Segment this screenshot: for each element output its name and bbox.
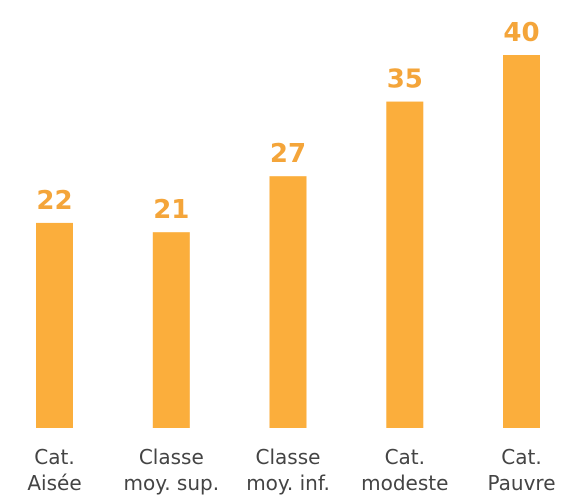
value-label-1: 21 [153, 195, 189, 225]
category-label-2: Classe moy. inf. [246, 445, 330, 495]
category-label-4-line-1: Pauvre [487, 471, 555, 495]
bar-2 [269, 176, 307, 428]
category-label-4: Cat. Pauvre [487, 445, 555, 495]
category-label-0: Cat. Aisée [27, 445, 81, 495]
bar-4 [503, 55, 540, 428]
category-label-0-line-1: Aisée [27, 471, 81, 495]
category-label-3-line-0: Cat. [385, 445, 425, 469]
value-labels-group: 22 21 27 35 40 [36, 18, 539, 225]
category-label-0-line-0: Cat. [34, 445, 74, 469]
value-label-2: 27 [270, 139, 306, 169]
category-label-1-line-0: Classe [139, 445, 204, 469]
value-label-0: 22 [36, 186, 72, 216]
category-label-3: Cat. modeste [361, 445, 448, 495]
value-label-4: 40 [503, 18, 539, 48]
value-label-3: 35 [387, 65, 423, 95]
category-label-1-line-1: moy. sup. [124, 471, 220, 495]
category-label-2-line-1: moy. inf. [246, 471, 330, 495]
bars-group [36, 55, 540, 428]
bar-3 [386, 101, 424, 428]
bar-0 [36, 222, 73, 428]
category-label-1: Classe moy. sup. [124, 445, 220, 495]
category-label-3-line-1: modeste [361, 471, 448, 495]
bar-1 [152, 232, 190, 428]
category-label-2-line-0: Classe [256, 445, 321, 469]
category-label-4-line-0: Cat. [501, 445, 541, 469]
